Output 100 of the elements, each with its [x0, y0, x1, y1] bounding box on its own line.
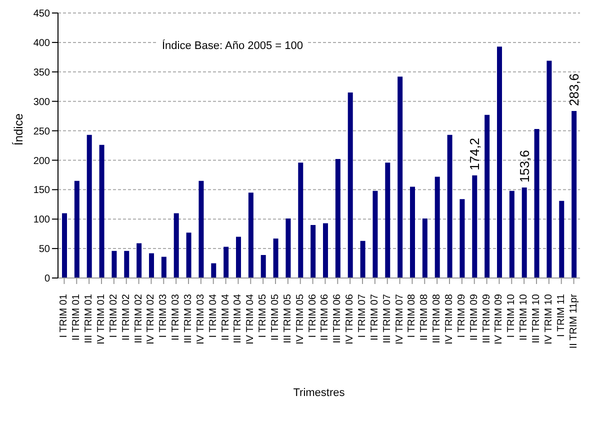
bar — [74, 180, 80, 278]
x-tick-label: II TRIM 11pr — [568, 293, 580, 349]
bar — [546, 60, 552, 278]
x-tick-label: IV TRIM 07 — [394, 294, 406, 344]
bar — [398, 76, 403, 278]
data-label: 283,6 — [566, 73, 582, 106]
x-tick-label: IV TRIM 06 — [344, 294, 356, 344]
bar — [323, 223, 328, 278]
x-tick-label: I TRIM 09 — [456, 294, 468, 338]
x-axis-title: Trimestres — [293, 387, 346, 399]
x-tick-label: IV TRIM 10 — [543, 294, 554, 344]
y-tick-label: 200 — [33, 156, 50, 167]
x-tick-label: III TRIM 05 — [282, 294, 294, 344]
x-tick-label: III TRIM 07 — [382, 294, 393, 344]
x-tick-label: IV TRIM 09 — [494, 294, 505, 344]
x-tick-label: I TRIM 04 — [208, 294, 219, 338]
bar — [124, 250, 130, 278]
bar — [298, 162, 304, 278]
bar — [410, 186, 415, 278]
bar — [484, 114, 490, 278]
y-tick-label: 150 — [33, 185, 50, 196]
x-tick-label: I TRIM 06 — [307, 294, 318, 338]
bar — [348, 92, 353, 278]
x-tick-label: III TRIM 02 — [133, 294, 144, 344]
x-tick-label: I TRIM 11 — [556, 294, 567, 337]
x-tick-label: I TRIM 02 — [108, 294, 120, 338]
bar — [385, 162, 390, 278]
x-tick-label: III TRIM 04 — [232, 294, 244, 344]
bar — [509, 190, 514, 278]
x-tick-label: II TRIM 06 — [320, 294, 331, 340]
y-tick-label: 250 — [33, 126, 50, 138]
bar — [472, 175, 478, 278]
x-tick-label: I TRIM 10 — [506, 294, 518, 338]
x-tick-label: IV TRIM 04 — [245, 294, 256, 344]
x-tick-label: IV TRIM 02 — [146, 294, 157, 344]
x-tick-label: I TRIM 08 — [406, 294, 418, 338]
bar — [161, 256, 166, 278]
bar — [534, 129, 540, 278]
bar — [86, 134, 92, 278]
bar — [224, 246, 229, 278]
bar — [522, 188, 527, 278]
x-tick-label: I TRIM 01 — [58, 294, 70, 338]
y-tick-label: 0 — [44, 274, 50, 285]
bar — [497, 46, 502, 278]
x-tick-label: II TRIM 04 — [220, 294, 232, 340]
bar — [434, 176, 440, 278]
bar — [572, 110, 577, 278]
y-tick-label: 400 — [33, 38, 50, 49]
x-tick-label: III TRIM 03 — [183, 294, 194, 344]
bar — [286, 218, 291, 278]
x-tick-label: II TRIM 08 — [419, 294, 430, 340]
x-tick-label: II TRIM 03 — [170, 294, 182, 340]
x-tick-label: II TRIM 10 — [518, 294, 530, 340]
y-tick-label: 100 — [33, 214, 50, 226]
x-tick-label: III TRIM 06 — [332, 294, 344, 344]
y-tick-label: 50 — [38, 244, 50, 256]
bar — [186, 232, 192, 278]
bar — [62, 213, 67, 278]
bar — [198, 180, 204, 278]
bar — [273, 238, 278, 278]
bar — [136, 243, 142, 278]
x-tick-label: III TRIM 10 — [531, 294, 542, 344]
x-tick-label: II TRIM 09 — [468, 294, 480, 340]
bar — [236, 236, 241, 278]
x-tick-label: II TRIM 01 — [71, 294, 82, 340]
bar — [460, 199, 465, 278]
bar — [211, 263, 216, 278]
x-tick-label: IV TRIM 03 — [195, 294, 206, 344]
bar — [310, 225, 316, 278]
bar — [260, 255, 266, 278]
x-tick-label: I TRIM 05 — [258, 294, 269, 338]
bar — [149, 253, 154, 278]
x-tick-label: IV TRIM 05 — [294, 294, 306, 344]
x-tick-label: II TRIM 02 — [120, 294, 132, 340]
x-tick-label: I TRIM 03 — [158, 294, 170, 338]
x-tick-label: III TRIM 09 — [481, 294, 492, 344]
y-tick-label: 350 — [33, 67, 50, 78]
x-tick-label: II TRIM 05 — [270, 294, 281, 340]
x-tick-label: IV TRIM 01 — [96, 294, 107, 344]
bar — [248, 192, 254, 278]
bar — [422, 218, 428, 278]
bar — [372, 190, 378, 278]
annotation: Índice Base: Año 2005 = 100 — [158, 38, 307, 54]
y-tick-label: 300 — [33, 96, 50, 108]
bar — [360, 240, 366, 278]
y-tick-label: 450 — [33, 8, 50, 20]
x-tick-label: II TRIM 07 — [369, 294, 380, 340]
bar — [335, 159, 340, 278]
data-label: 174,2 — [467, 138, 482, 170]
x-tick-label: IV TRIM 08 — [444, 294, 455, 344]
x-tick-label: III TRIM 01 — [84, 294, 95, 344]
bar — [112, 250, 117, 278]
bar — [174, 213, 179, 278]
bar — [447, 134, 452, 278]
bar — [99, 144, 104, 278]
x-tick-label: III TRIM 08 — [432, 294, 443, 344]
y-axis-title: Índice — [11, 113, 26, 146]
bar — [559, 200, 564, 278]
x-tick-label: I TRIM 07 — [357, 294, 368, 338]
data-label: 153,6 — [516, 150, 532, 183]
